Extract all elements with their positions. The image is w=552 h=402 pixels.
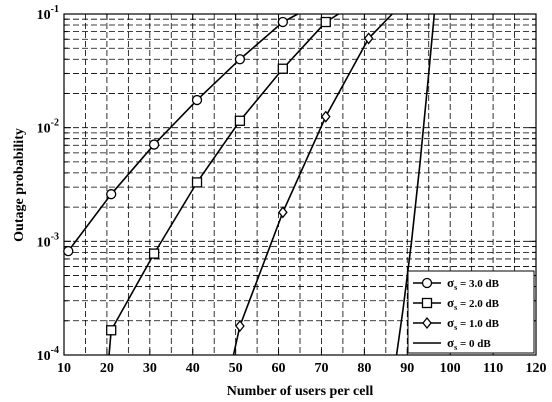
data-point-diamond xyxy=(422,316,432,330)
y-axis-title: Outage probability xyxy=(12,128,27,242)
data-point-diamond xyxy=(278,206,288,219)
x-tick-labels: 10 20 30 40 50 60 70 80 90 100 110 120 xyxy=(57,361,547,376)
data-point-circle xyxy=(234,54,246,65)
series-2 xyxy=(106,13,340,356)
series-line xyxy=(232,13,393,356)
data-point-circle xyxy=(191,94,203,106)
legend-entry: σs = 1.0 dB xyxy=(413,315,500,332)
legend: σs = 3.0 dB σs = 2.0 dB σs = 1.0 dB σs = 0 … xyxy=(407,270,535,354)
legend-label: σs = 1.0 dB xyxy=(447,315,500,332)
data-point-square xyxy=(320,16,331,28)
data-point-circle xyxy=(106,189,117,200)
x-tick-label: 60 xyxy=(272,361,286,376)
series-line xyxy=(395,13,436,356)
legend-label: σs = 3.0 dB xyxy=(447,275,500,292)
x-tick-label: 80 xyxy=(357,361,371,376)
x-axis-title: Number of users per cell xyxy=(227,384,374,399)
data-point-square xyxy=(234,115,246,126)
y-tick-label: 10-3 xyxy=(37,231,59,250)
data-point-square xyxy=(191,177,203,188)
legend-label: σs = 0 dB xyxy=(447,335,491,352)
x-tick-label: 100 xyxy=(440,361,461,376)
x-tick-label: 90 xyxy=(400,361,414,376)
series-line xyxy=(108,13,340,356)
legend-label: σs = 2.0 dB xyxy=(447,295,500,312)
legend-entry: σs = 2.0 dB xyxy=(413,295,500,312)
data-point-circle xyxy=(421,277,433,289)
data-point-square xyxy=(148,248,160,259)
series-4 xyxy=(395,13,436,356)
legend-entry: σs = 0 dB xyxy=(413,335,491,352)
x-tick-label: 20 xyxy=(100,361,114,376)
y-tick-label: 10-2 xyxy=(37,118,59,137)
series xyxy=(63,13,436,356)
data-point-diamond xyxy=(320,110,331,123)
data-point-square xyxy=(106,325,117,336)
plot-frame xyxy=(63,13,537,356)
x-tick-label: 30 xyxy=(143,361,157,376)
data-point-diamond xyxy=(235,319,245,333)
x-tick-label: 110 xyxy=(483,361,503,376)
y-tick-label: 10-4 xyxy=(37,345,59,364)
data-point-circle xyxy=(148,139,160,150)
y-tick-labels: 10-4 10-3 10-2 10-1 xyxy=(37,4,59,364)
series-1 xyxy=(63,13,299,257)
series-3 xyxy=(232,13,393,356)
data-point-circle xyxy=(277,16,288,28)
legend-entry: σs = 3.0 dB xyxy=(413,275,500,292)
x-tick-label: 40 xyxy=(186,361,200,376)
x-tick-label: 50 xyxy=(229,361,243,376)
data-point-square xyxy=(421,297,433,309)
data-point-square xyxy=(277,63,288,74)
x-tick-label: 70 xyxy=(314,361,328,376)
x-tick-label: 10 xyxy=(57,361,71,376)
data-point-circle xyxy=(63,245,74,257)
y-tick-label: 10-1 xyxy=(37,4,59,23)
data-point-diamond xyxy=(363,32,374,45)
x-tick-label: 120 xyxy=(526,361,547,376)
